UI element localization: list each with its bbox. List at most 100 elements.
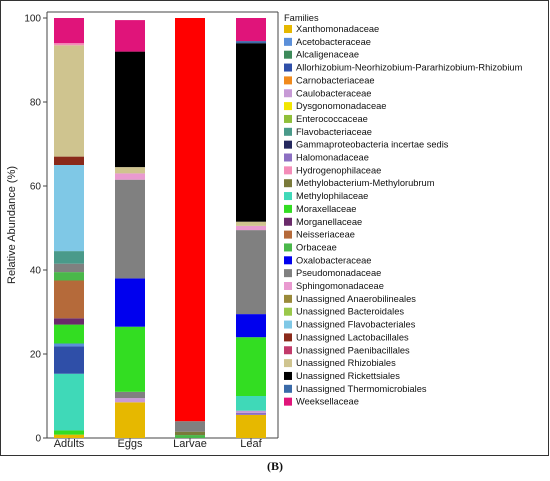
legend-swatch-9 [284, 140, 292, 149]
legend-swatch-28 [284, 384, 292, 393]
legend-swatch-26 [284, 359, 292, 368]
legend-swatch-10 [284, 153, 292, 162]
bar-eggs-segment-7 [115, 167, 145, 174]
legend-label-26: Unassigned Rhizobiales [296, 358, 396, 368]
legend-label-7: Enterococcaceae [296, 114, 368, 124]
bar-eggs-segment-8 [115, 51, 145, 168]
y-tick-label-100: 100 [24, 14, 41, 25]
legend-swatch-29 [284, 397, 292, 406]
bar-leaf-segment-9 [236, 43, 266, 222]
legend-label-12: Methylobacterium-Methylorubrum [296, 178, 435, 188]
bar-leaf-segment-3 [236, 396, 266, 411]
y-tick-label-80: 80 [30, 98, 42, 109]
panel-label: (B) [267, 459, 283, 473]
bar-leaf-segment-0 [236, 414, 266, 438]
legend-label-11: Hydrogenophilaceae [296, 165, 381, 175]
x-tick-label-adults: Adults [54, 438, 85, 450]
legend-label-19: Pseudomonadaceae [296, 268, 381, 278]
bar-adults-segment-9 [54, 263, 84, 273]
legend-title: Families [284, 13, 319, 23]
legend-swatch-3 [284, 63, 292, 72]
bar-adults-segment-2 [54, 373, 84, 431]
legend-label-10: Halomonadaceae [296, 153, 369, 163]
bar-larvae-segment-2 [175, 421, 205, 432]
legend-swatch-4 [284, 76, 292, 85]
bar-larvae-segment-3 [175, 18, 205, 422]
legend-label-1: Acetobacteraceae [296, 37, 371, 47]
bar-leaf-segment-10 [236, 41, 266, 44]
bar-larvae-segment-0 [175, 435, 205, 438]
legend-swatch-7 [284, 114, 292, 123]
legend-swatch-11 [284, 166, 292, 175]
bar-eggs-segment-4 [115, 278, 145, 327]
bar-eggs-segment-3 [115, 326, 145, 392]
legend-label-16: Neisseriaceae [296, 230, 355, 240]
bar-leaf-segment-2 [236, 410, 266, 413]
legend-swatch-20 [284, 282, 292, 290]
legend-swatch-21 [284, 294, 292, 303]
legend-label-20: Sphingomonadaceae [296, 281, 384, 291]
stacked-bar-chart: 0 20 40 60 80 100 Relative Abundance (%) Adults… [6, 11, 523, 450]
bar-adults-segment-3 [54, 346, 84, 374]
x-tick-label-larvae: Larvae [173, 438, 207, 450]
legend-swatch-17 [284, 243, 292, 252]
bar-adults-segment-8 [54, 272, 84, 281]
bar-eggs-segment-6 [115, 173, 145, 180]
legend-swatch-8 [284, 127, 292, 136]
bar-adults-segment-4 [54, 343, 84, 347]
legend-label-6: Dysgonomonadaceae [296, 101, 386, 111]
legend-swatch-12 [284, 179, 292, 188]
bar-eggs-segment-2 [115, 391, 145, 399]
y-tick-label-60: 60 [30, 182, 42, 193]
legend-label-14: Moraxellaceae [296, 204, 356, 214]
legend-swatch-13 [284, 192, 292, 201]
legend-label-21: Unassigned Anaerobilineales [296, 294, 416, 304]
bar-eggs-segment-9 [115, 20, 145, 52]
legend-label-8: Flavobacteriaceae [296, 127, 372, 137]
bar-eggs-segment-0 [115, 402, 145, 438]
legend-swatch-0 [284, 25, 292, 33]
y-axis-label: Relative Abundance (%) [6, 166, 18, 284]
bar-leaf-segment-6 [236, 230, 266, 315]
legend-swatch-25 [284, 346, 292, 355]
bar-larvae-segment-1 [175, 431, 205, 436]
bar-leaf-segment-11 [236, 18, 266, 42]
legend-swatch-27 [284, 371, 292, 380]
bar-adults-segment-0 [54, 434, 84, 438]
legend-label-17: Orbaceae [296, 242, 337, 252]
legend-label-24: Unassigned Lactobacillales [296, 332, 409, 342]
y-tick-label-40: 40 [30, 266, 42, 277]
bar-eggs-segment-5 [115, 179, 145, 279]
bar-adults-segment-1 [54, 430, 84, 435]
legend-label-29: Weeksellaceae [296, 397, 359, 407]
legend-label-22: Unassigned Bacteroidales [296, 307, 404, 317]
x-tick-label-leaf: Leaf [240, 438, 262, 450]
legend-swatch-2 [284, 50, 292, 59]
legend-label-15: Morganellaceae [296, 217, 362, 227]
legend-label-5: Caulobacteraceae [296, 88, 371, 98]
legend-swatch-1 [284, 37, 292, 46]
legend-swatch-14 [284, 204, 292, 213]
legend-label-13: Methylophilaceae [296, 191, 368, 201]
bar-adults-segment-6 [54, 318, 84, 325]
legend-label-9: Gammaproteobacteria incertae sedis [296, 140, 449, 150]
bar-adults-segment-11 [54, 165, 84, 252]
bar-leaf-segment-5 [236, 314, 266, 338]
y-tick-label-0: 0 [35, 434, 41, 445]
bar-adults-segment-13 [54, 45, 84, 157]
legend-label-3: Allorhizobium-Neorhizobium-Pararhizobium… [296, 63, 523, 73]
y-tick-label-20: 20 [30, 350, 42, 361]
bar-leaf-segment-7 [236, 225, 266, 231]
bar-leaf-segment-1 [236, 412, 266, 415]
bar-adults-segment-12 [54, 156, 84, 165]
legend-label-2: Alcaligenaceae [296, 50, 359, 60]
bar-eggs-segment-1 [115, 398, 145, 403]
bar-adults-segment-15 [54, 18, 84, 44]
legend-swatch-18 [284, 256, 292, 265]
legend-label-18: Oxalobacteraceae [296, 255, 371, 265]
legend-swatch-15 [284, 217, 292, 226]
bar-adults-segment-7 [54, 280, 84, 319]
legend-label-25: Unassigned Paenibacillales [296, 345, 410, 355]
legend-swatch-16 [284, 230, 292, 239]
legend-label-4: Carnobacteriaceae [296, 75, 375, 85]
